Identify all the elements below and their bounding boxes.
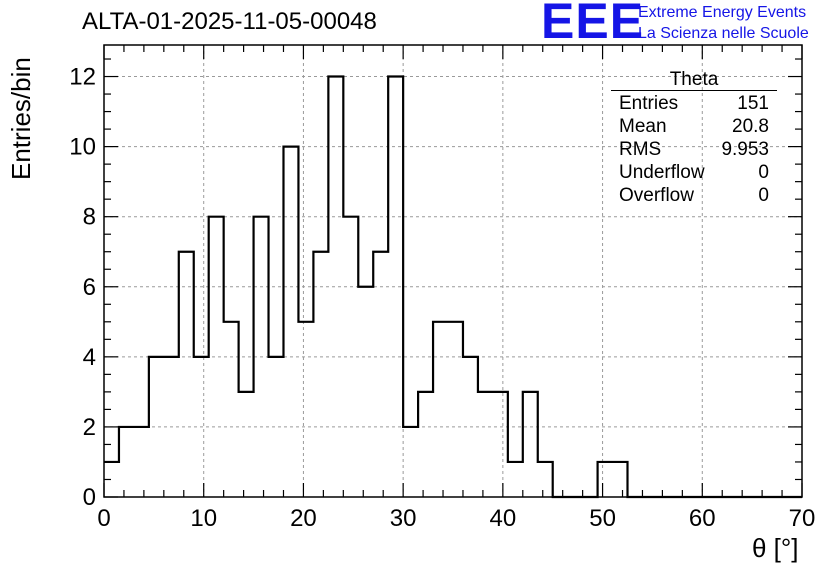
histogram-bin (343, 217, 358, 497)
histogram-bin (179, 252, 194, 497)
eee-logo: EEE (541, 0, 645, 49)
histogram-bin (328, 77, 343, 497)
x-tick-label: 20 (290, 505, 317, 532)
stats-label: Underflow (619, 162, 705, 183)
x-tick-label: 50 (589, 505, 616, 532)
x-tick-label: 60 (689, 505, 716, 532)
histogram-bin (254, 217, 269, 497)
histogram-bin (523, 392, 538, 497)
histogram-bin (478, 392, 493, 497)
y-tick-label: 12 (69, 64, 96, 91)
histogram-bin (418, 392, 433, 497)
histogram-bin (613, 462, 628, 497)
histogram-bin (313, 252, 328, 497)
stats-value: 9.953 (721, 139, 769, 160)
y-tick-label: 6 (83, 274, 96, 301)
histogram-bin (298, 322, 313, 497)
x-tick-label: 10 (190, 505, 217, 532)
histogram-bin (283, 147, 298, 497)
histogram-bin (493, 392, 508, 497)
stats-row-overflow: Overflow 0 (611, 184, 777, 207)
histogram-bin (508, 462, 523, 497)
histogram-bin (433, 322, 448, 497)
histogram-bin (448, 322, 463, 497)
histogram-bin (463, 357, 478, 497)
histogram-bin (403, 427, 418, 497)
stats-title: Theta (611, 70, 777, 91)
x-tick-label: 70 (789, 505, 816, 532)
logo-line-2: La Scienza nelle Scuole (638, 25, 809, 42)
histogram-bin (388, 77, 403, 497)
stats-row-rms: RMS 9.953 (611, 138, 777, 161)
histogram-bin (538, 462, 553, 497)
y-tick-label: 10 (69, 134, 96, 161)
histogram-bin (119, 427, 134, 497)
stats-value: 0 (758, 185, 769, 206)
stats-box: Theta Entries 151 Mean 20.8 RMS 9.953 Un… (611, 70, 777, 207)
histogram-bin (373, 252, 388, 497)
histogram-bin (239, 392, 254, 497)
histogram-bin (209, 217, 224, 497)
stats-label: Overflow (619, 185, 694, 206)
stats-value: 151 (737, 93, 769, 114)
stats-row-underflow: Underflow 0 (611, 161, 777, 184)
stats-value: 20.8 (732, 116, 769, 137)
histogram-bin (224, 322, 239, 497)
y-tick-label: 0 (83, 484, 96, 511)
plot-frame (103, 44, 803, 498)
y-tick-label: 4 (83, 344, 96, 371)
histogram-bin (104, 462, 119, 497)
y-tick-label: 8 (83, 204, 96, 231)
stats-label: Entries (619, 93, 679, 114)
y-tick-label: 2 (83, 414, 96, 441)
stats-row-entries: Entries 151 (611, 92, 777, 115)
logo-line-1: Extreme Energy Events (638, 4, 807, 21)
histogram-bin (358, 287, 373, 497)
histogram-bin (164, 357, 179, 497)
histogram-bin (194, 357, 209, 497)
stats-label: RMS (619, 139, 662, 160)
histogram-bin (598, 462, 613, 497)
y-axis-label: Entries/bin (6, 57, 36, 180)
histogram-bin (134, 427, 149, 497)
histogram-bin (269, 357, 284, 497)
histogram-bin (149, 357, 164, 497)
stats-row-mean: Mean 20.8 (611, 115, 777, 138)
stats-label: Mean (619, 116, 667, 137)
chart-title: ALTA-01-2025-11-05-00048 (82, 8, 377, 35)
x-tick-label: 40 (490, 505, 517, 532)
x-tick-label: 0 (97, 505, 110, 532)
x-tick-label: 30 (390, 505, 417, 532)
stats-value: 0 (758, 162, 769, 183)
x-axis-label: θ [°] (752, 533, 799, 563)
histogram-outline (104, 75, 802, 499)
